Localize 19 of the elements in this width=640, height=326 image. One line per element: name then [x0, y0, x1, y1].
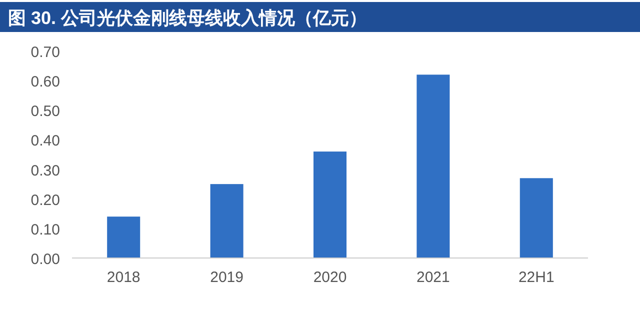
- x-tick-label: 2020: [313, 269, 347, 286]
- y-tick-label: 0.60: [30, 74, 60, 91]
- x-tick-label: 2019: [210, 269, 244, 286]
- y-tick-label: 0.70: [30, 44, 60, 61]
- x-tick-label: 2018: [106, 269, 140, 286]
- y-tick-label: 0.30: [30, 162, 60, 180]
- y-tick-label: 0.10: [30, 221, 60, 238]
- y-tick-label: 0.20: [30, 192, 60, 209]
- y-tick-label: 0.00: [30, 251, 60, 268]
- bar: [107, 216, 140, 258]
- x-tick-label: 22H1: [518, 269, 554, 286]
- bar: [313, 152, 347, 258]
- x-tick-label: 2021: [416, 269, 450, 286]
- bar: [210, 184, 244, 258]
- bar: [416, 74, 450, 258]
- y-tick-label: 0.40: [30, 132, 60, 150]
- y-tick-label: 0.50: [30, 103, 60, 120]
- chart-title: 图 30. 公司光伏金刚线母线收入情况（亿元）: [8, 8, 368, 28]
- bar: [520, 178, 553, 258]
